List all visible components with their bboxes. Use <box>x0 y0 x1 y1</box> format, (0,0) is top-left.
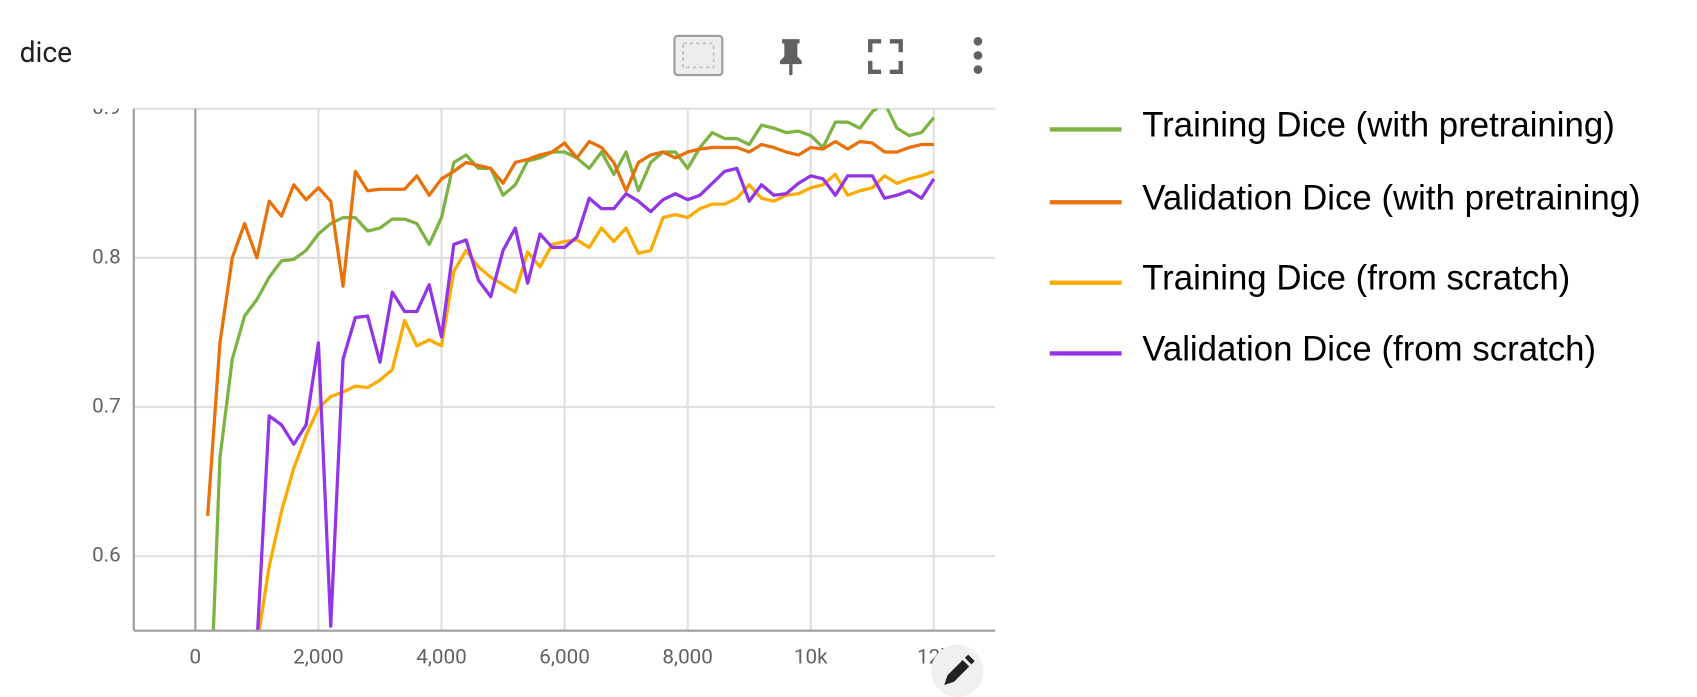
y-tick-label: 0.9 <box>92 96 121 120</box>
legend-label: Validation Dice (with pretraining) <box>1142 178 1640 217</box>
series-lines <box>206 108 936 631</box>
edit-button[interactable] <box>931 644 984 697</box>
x-tick-label: 6,000 <box>539 645 590 669</box>
y-tick-label: 0.7 <box>92 394 121 418</box>
series-line <box>256 166 936 631</box>
y-tick-label: 0.6 <box>92 544 121 568</box>
series-line <box>206 139 934 516</box>
axes: 0.60.70.80.90 2,000 4,000 6,000 8,000 10k 12k <box>92 96 996 669</box>
chart-title: dice <box>20 36 73 69</box>
x-tick-label: 0 <box>190 645 202 669</box>
x-tick-label: 4,000 <box>416 645 467 669</box>
legend: Training Dice (with pretraining) Validati… <box>1049 105 1641 368</box>
legend-label: Training Dice (with pretraining) <box>1142 105 1615 144</box>
pin-button[interactable] <box>779 39 802 76</box>
x-tick-label: 8,000 <box>662 645 713 669</box>
fit-domain-button[interactable] <box>673 34 724 77</box>
x-tick-label: 2,000 <box>293 645 344 669</box>
legend-label: Training Dice (from scratch) <box>1142 259 1570 298</box>
x-tick-label: 10k <box>794 645 828 669</box>
series-line <box>211 108 936 631</box>
legend-label: Validation Dice (from scratch) <box>1142 329 1596 368</box>
plot-area <box>133 107 996 631</box>
fullscreen-button[interactable] <box>868 39 903 74</box>
more-button[interactable] <box>973 36 983 74</box>
y-tick-label: 0.8 <box>92 245 121 269</box>
series-line <box>257 169 935 631</box>
